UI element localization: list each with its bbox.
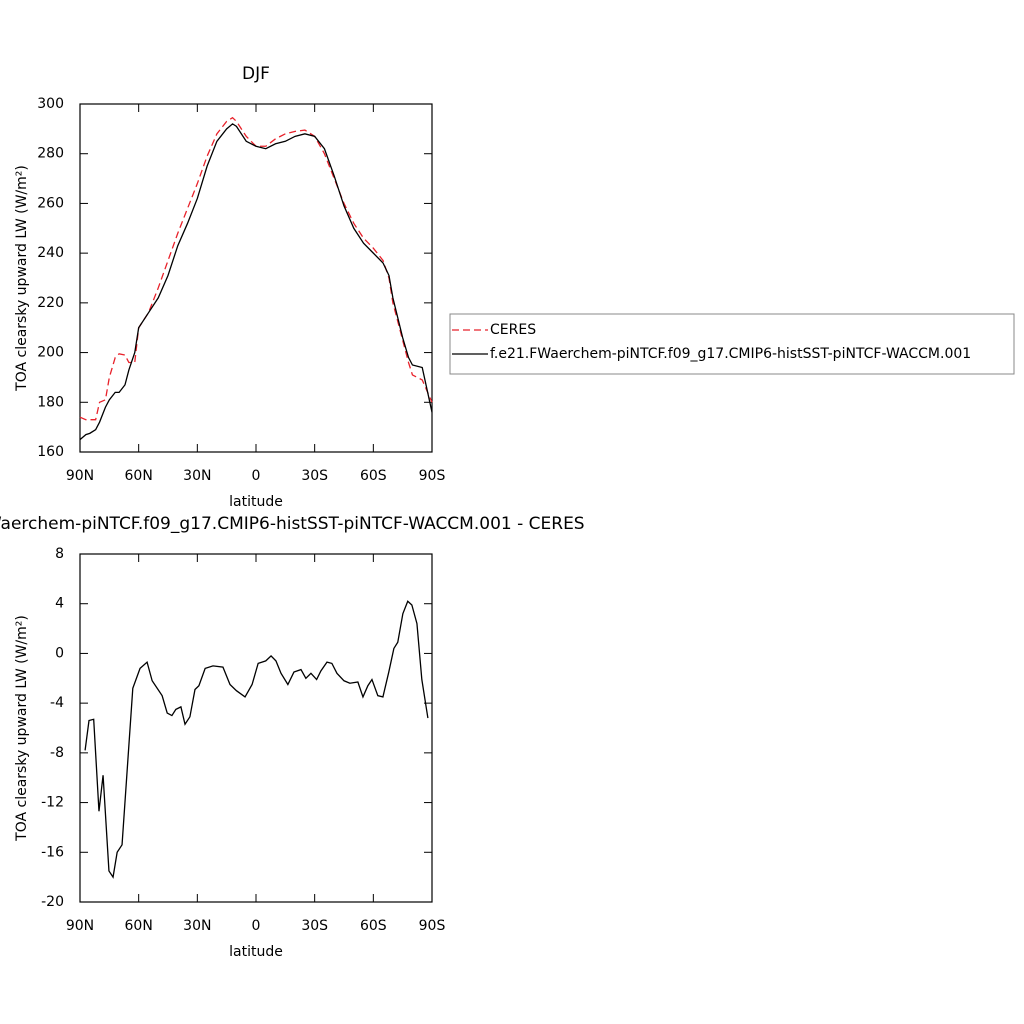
- y-tick-label: 240: [37, 245, 64, 261]
- chart-title: f.e21.FWaerchem-piNTCF.f09_g17.CMIP6-his…: [0, 514, 585, 534]
- x-tick-label: 60N: [125, 468, 153, 484]
- x-tick-label: 0: [252, 468, 261, 484]
- y-axis-label: TOA clearsky upward LW (W/m²): [14, 165, 30, 392]
- legend-label: f.e21.FWaerchem-piNTCF.f09_g17.CMIP6-his…: [490, 346, 971, 362]
- legend-box: [449, 313, 1015, 375]
- y-tick-label: -16: [41, 844, 64, 860]
- y-tick-label: 300: [37, 96, 64, 112]
- y-tick-label: 220: [37, 295, 64, 311]
- y-axis-label: TOA clearsky upward LW (W/m²): [14, 615, 30, 842]
- x-tick-label: 30N: [183, 918, 211, 934]
- x-tick-label: 30S: [301, 468, 328, 484]
- chart-title: DJF: [242, 64, 270, 84]
- x-tick-label: 30S: [301, 918, 328, 934]
- x-tick-label: 90N: [66, 468, 94, 484]
- legend-label: CERES: [490, 322, 536, 338]
- data-line: [79, 116, 433, 421]
- y-tick-label: -20: [41, 894, 64, 910]
- x-tick-label: 90N: [66, 918, 94, 934]
- y-tick-label: 180: [37, 394, 64, 410]
- y-tick-label: -8: [50, 745, 64, 761]
- y-tick-label: 8: [55, 546, 64, 562]
- x-tick-label: 30N: [183, 468, 211, 484]
- data-line: [84, 600, 429, 879]
- y-tick-label: -12: [41, 795, 64, 811]
- x-axis-label: latitude: [229, 944, 283, 960]
- x-tick-label: 60N: [125, 918, 153, 934]
- x-tick-label: 90S: [419, 468, 446, 484]
- y-tick-label: 200: [37, 345, 64, 361]
- y-tick-label: 260: [37, 195, 64, 211]
- plot-frame: [79, 103, 433, 453]
- y-tick-label: 280: [37, 146, 64, 162]
- x-tick-label: 60S: [360, 468, 387, 484]
- data-line: [79, 123, 433, 441]
- x-tick-label: 90S: [419, 918, 446, 934]
- x-axis-label: latitude: [229, 494, 283, 510]
- x-tick-label: 60S: [360, 918, 387, 934]
- x-tick-label: 0: [252, 918, 261, 934]
- y-tick-label: 0: [55, 645, 64, 661]
- legend: CERES f.e21.FWaerchem-piNTCF.f09_g17.CMIP…: [449, 313, 1015, 375]
- y-tick-label: -4: [50, 695, 64, 711]
- plot-frame: [79, 553, 433, 903]
- y-tick-label: 4: [55, 596, 64, 612]
- y-tick-label: 160: [37, 444, 64, 460]
